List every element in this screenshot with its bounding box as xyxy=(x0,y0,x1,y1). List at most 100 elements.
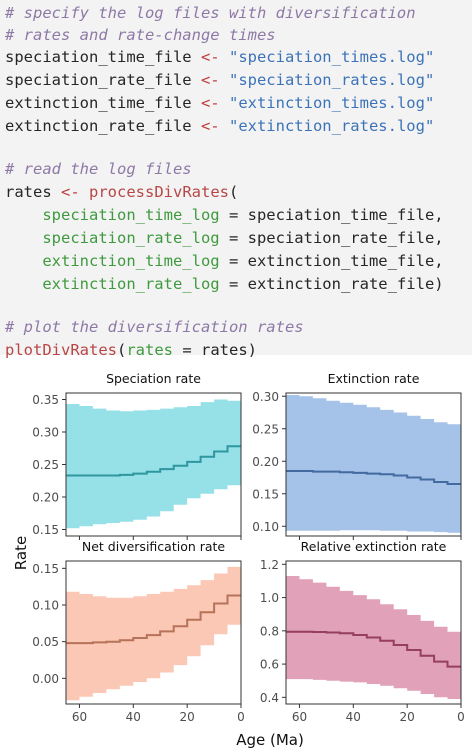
code-line: # plot the diversification rates xyxy=(5,318,304,336)
code-line: extinction_rate_file <- "extinction_rate… xyxy=(5,117,434,135)
y-tick-label: 1.2 xyxy=(260,558,279,572)
code-token xyxy=(5,229,42,247)
median-rate-line-shade xyxy=(286,470,461,485)
y-tick-label: 0.15 xyxy=(252,487,279,501)
y-tick-label: 0.30 xyxy=(252,390,279,404)
code-line: # rates and rate-change times xyxy=(5,26,276,44)
code-token xyxy=(80,183,89,201)
chart-panel: Relative extinction rate 0.4 0.6 0.8 1.0 1.2 6… xyxy=(260,539,465,724)
code-token xyxy=(5,206,42,224)
code-block: # specify the log files with diversifica… xyxy=(0,0,472,359)
y-axis-label: Rate xyxy=(12,536,30,570)
panel-title: Relative extinction rate xyxy=(301,539,447,554)
x-tick-label: 40 xyxy=(126,710,141,724)
code-token: = speciation_rate_file, xyxy=(219,229,444,247)
x-tick-label: 0 xyxy=(457,710,465,724)
y-tick-label: 0.05 xyxy=(32,635,59,649)
chart-panel: Net diversification rate 0.00 0.05 0.10 0.15… xyxy=(32,539,245,724)
panel-title: Speciation rate xyxy=(106,371,201,386)
code-token: "extinction_rates.log" xyxy=(228,117,435,135)
code-token: = rates) xyxy=(173,341,257,359)
x-tick-label: 40 xyxy=(346,710,361,724)
code-token: # read the log files xyxy=(5,160,192,178)
diversification-rates-figure: Rate Age (Ma) Speciation rate 0.15 0.20 0.2… xyxy=(12,371,465,749)
code-token xyxy=(5,275,42,293)
x-tick-label: 60 xyxy=(72,710,87,724)
code-token: <- xyxy=(200,94,220,112)
median-rate-line xyxy=(66,445,241,477)
code-line: # specify the log files with diversifica… xyxy=(5,4,416,22)
median-rate-line-shade xyxy=(66,594,241,645)
y-tick-label: 0.4 xyxy=(260,691,279,705)
code-token: <- xyxy=(200,117,220,135)
code-token: <- xyxy=(200,48,220,66)
code-token: ( xyxy=(229,183,239,201)
code-token: "speciation_rates.log" xyxy=(228,71,435,89)
code-token: plotDivRates xyxy=(5,341,117,359)
code-token: speciation_time_log xyxy=(42,206,220,224)
y-tick-label: 0.30 xyxy=(32,426,59,440)
y-tick-label: 0.25 xyxy=(252,422,279,436)
panel-frame xyxy=(285,392,462,537)
code-line: speciation_rate_file <- "speciation_rate… xyxy=(5,71,434,89)
code-token xyxy=(5,252,42,270)
code-token: # rates and rate-change times xyxy=(5,26,276,44)
code-token: "speciation_times.log" xyxy=(228,48,435,66)
panel-frame xyxy=(65,560,242,705)
code-line: extinction_time_log = extinction_time_fi… xyxy=(5,252,444,270)
code-line: extinction_time_file <- "extinction_time… xyxy=(5,94,434,112)
chart-panel: Extinction rate 0.10 0.15 0.20 0.25 0.30 xyxy=(252,371,462,540)
code-token: <- xyxy=(200,71,220,89)
y-tick-label: 1.0 xyxy=(260,591,279,605)
y-tick-label: 0.10 xyxy=(32,599,59,613)
code-token: speciation_rate_file xyxy=(5,71,201,89)
code-line: speciation_rate_log = speciation_rate_fi… xyxy=(5,229,444,247)
code-line: speciation_time_log = speciation_time_fi… xyxy=(5,206,443,224)
code-token: rates xyxy=(5,183,61,201)
code-line: rates <- processDivRates( xyxy=(5,183,238,201)
x-tick-label: 60 xyxy=(292,710,307,724)
code-token: speciation_rate_log xyxy=(42,229,220,247)
code-token: = extinction_time_file, xyxy=(219,252,444,270)
x-tick-label: 20 xyxy=(400,710,415,724)
code-token: extinction_time_file xyxy=(5,94,201,112)
code-line: plotDivRates(rates = rates) xyxy=(5,341,257,359)
code-token xyxy=(220,48,229,66)
x-axis-label: Age (Ma) xyxy=(236,731,304,749)
code-token: ( xyxy=(116,341,127,359)
median-rate-line-shade xyxy=(66,445,241,477)
y-tick-label: 0.20 xyxy=(32,491,59,505)
code-token: speciation_time_file xyxy=(5,48,201,66)
code-token: "extinction_times.log" xyxy=(228,94,435,112)
code-token: # plot the diversification rates xyxy=(5,318,304,336)
y-tick-label: 0.15 xyxy=(32,523,59,537)
code-token: = extinction_rate_file) xyxy=(219,275,444,293)
y-tick-label: 0.8 xyxy=(260,624,279,638)
credible-interval-band xyxy=(66,566,241,701)
y-tick-label: 0.15 xyxy=(32,562,59,576)
code-token: extinction_rate_file xyxy=(5,117,201,135)
y-tick-label: 0.10 xyxy=(252,520,279,534)
x-tick-label: 20 xyxy=(180,710,195,724)
panel-title: Net diversification rate xyxy=(82,539,226,554)
chart-panel: Speciation rate 0.15 0.20 0.25 0.30 0.35 xyxy=(32,371,242,540)
median-rate-line xyxy=(66,594,241,645)
y-tick-label: 0.35 xyxy=(32,393,59,407)
y-tick-label: 0.6 xyxy=(260,658,279,672)
code-token: rates xyxy=(126,341,173,359)
credible-interval-band xyxy=(286,395,461,533)
code-line: extinction_rate_log = extinction_rate_fi… xyxy=(5,275,444,293)
panel-frame xyxy=(285,560,462,705)
x-tick-label: 0 xyxy=(237,710,245,724)
code-token: extinction_time_log xyxy=(42,252,220,270)
median-rate-line xyxy=(286,630,461,668)
code-line: speciation_time_file <- "speciation_time… xyxy=(5,48,434,66)
code-line: # read the log files xyxy=(5,160,192,178)
code-token: processDivRates xyxy=(89,183,229,201)
code-token: # specify the log files with diversifica… xyxy=(5,4,416,22)
code-token: extinction_rate_log xyxy=(42,275,220,293)
code-token xyxy=(220,117,229,135)
median-rate-line-shade xyxy=(286,630,461,668)
code-token xyxy=(220,71,229,89)
code-token: <- xyxy=(61,183,80,201)
